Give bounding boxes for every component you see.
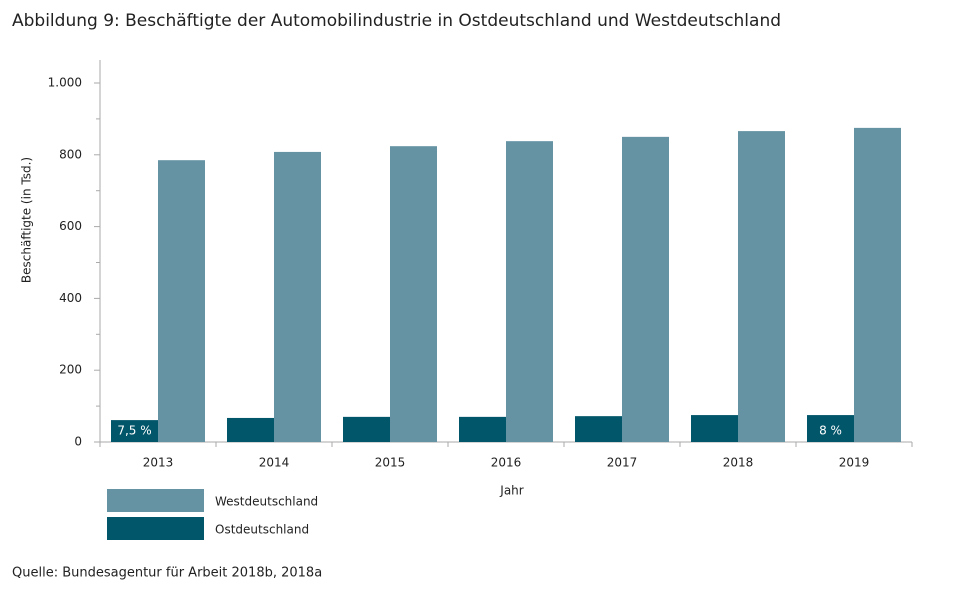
bar [390, 146, 437, 442]
y-tick-label: 600 [59, 219, 82, 233]
y-axis-label: Beschäftigte (in Tsd.) [20, 157, 34, 283]
bar [506, 141, 553, 442]
x-tick-label: 2016 [491, 456, 522, 470]
x-tick-label: 2018 [723, 456, 754, 470]
bar [854, 127, 901, 442]
x-tick-label: 2017 [607, 456, 638, 470]
annotation: 7,5 % [117, 424, 151, 438]
bar [459, 416, 506, 442]
x-axis-label: Jahr [499, 484, 523, 498]
bar [738, 131, 785, 442]
bar [691, 415, 738, 442]
chart-title: Abbildung 9: Beschäftigte der Automobili… [12, 11, 781, 31]
legend-label: Ostdeutschland [215, 523, 309, 537]
bar [274, 151, 321, 443]
x-tick-label: 2013 [143, 456, 174, 470]
y-tick-label: 200 [59, 363, 82, 377]
y-tick-label: 800 [59, 147, 82, 161]
source: Quelle: Bundesagentur für Arbeit 2018b, … [12, 566, 322, 581]
legend-swatch [107, 489, 204, 512]
x-tick-label: 2019 [839, 456, 870, 470]
annotation: 8 % [819, 424, 842, 438]
y-tick-label: 1.000 [48, 76, 82, 90]
bar [807, 415, 854, 442]
bar [111, 420, 158, 442]
x-tick-label: 2015 [375, 456, 406, 470]
legend-swatch [107, 517, 204, 540]
bar [622, 136, 669, 442]
bar [575, 416, 622, 442]
y-tick-label: 0 [74, 435, 82, 449]
y-tick-label: 400 [59, 291, 82, 305]
bar [343, 416, 390, 442]
bar [158, 160, 205, 442]
legend-label: Westdeutschland [215, 495, 318, 509]
x-tick-label: 2014 [259, 456, 290, 470]
bar [227, 417, 274, 442]
